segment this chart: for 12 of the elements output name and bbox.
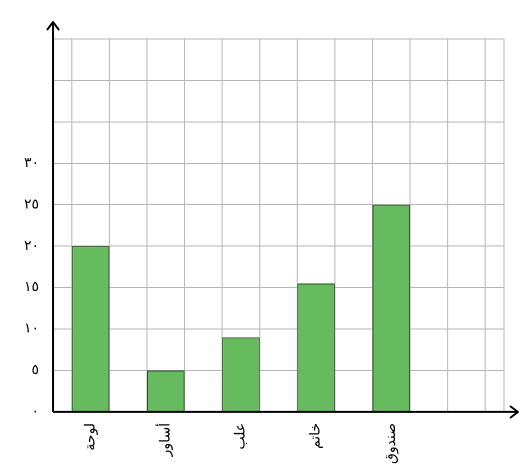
x-tick-label: صندوق	[382, 422, 399, 464]
y-tick-label: ٠	[32, 404, 40, 420]
x-tick-label: لوحة	[82, 422, 98, 451]
y-tick-label: ٢٠	[24, 238, 40, 254]
y-tick-label: ١٠	[24, 320, 40, 337]
y-tick-label: ١٥	[24, 279, 40, 296]
y-tick-label: ٣٠	[24, 154, 40, 171]
x-tick-label: علب	[232, 422, 249, 450]
y-tick-label: ٢٥	[24, 196, 40, 212]
x-tick-label: أساور	[155, 422, 174, 458]
y-tick-label: ٥	[32, 362, 40, 378]
x-tick-label: خاتم	[308, 422, 324, 450]
